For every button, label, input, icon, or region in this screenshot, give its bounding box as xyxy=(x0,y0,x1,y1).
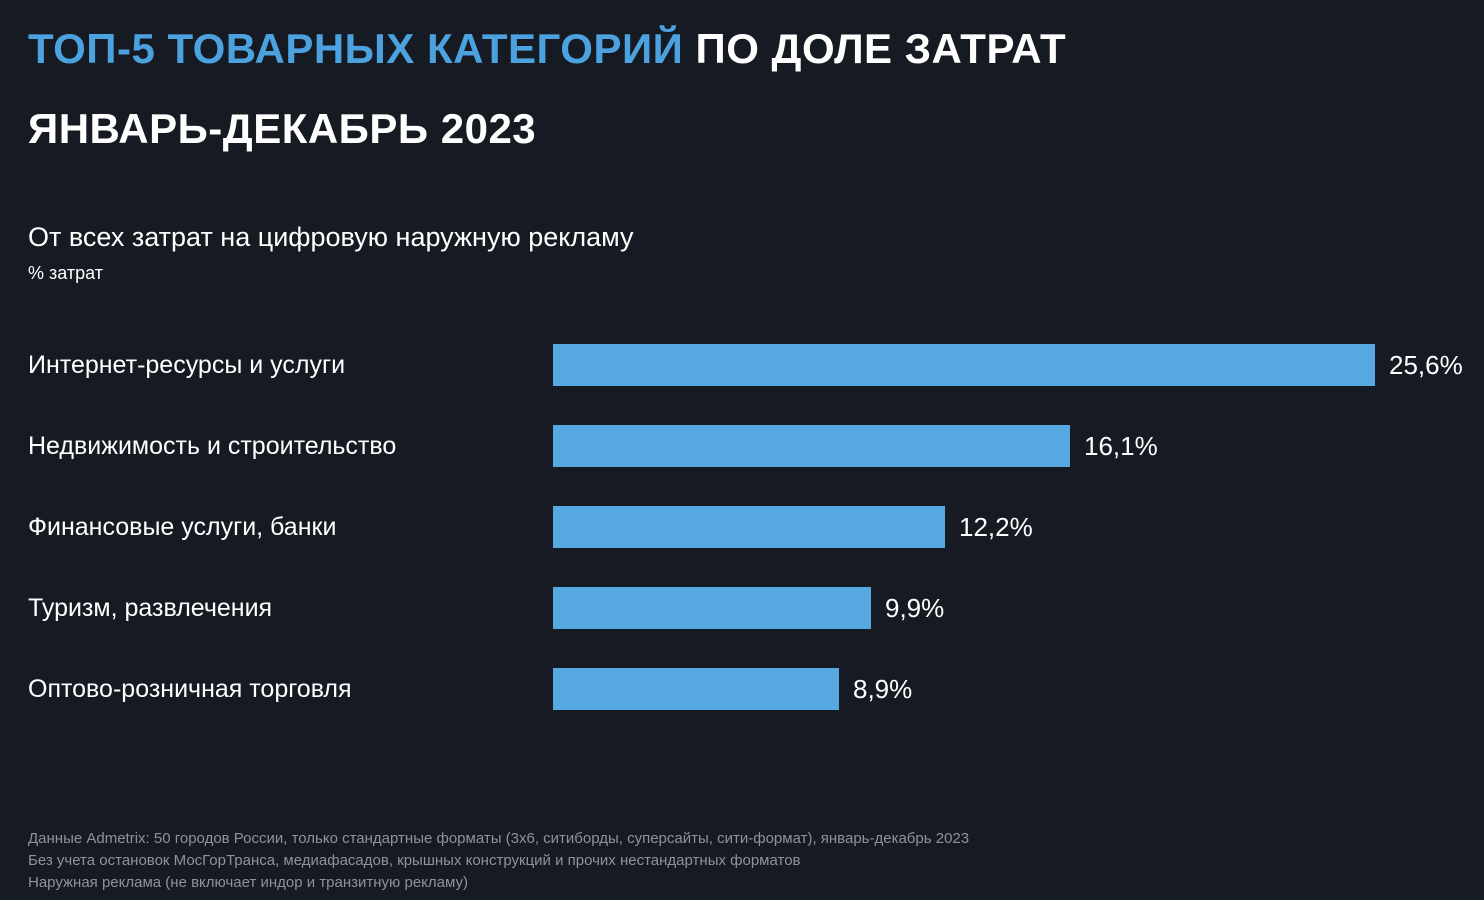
bar xyxy=(553,425,1070,467)
footnotes: Данные Admetrix: 50 городов России, толь… xyxy=(28,828,969,894)
title-rest-text: ПО ДОЛЕ ЗАТРАТ xyxy=(683,25,1067,72)
chart-subtitle: От всех затрат на цифровую наружную рекл… xyxy=(28,222,634,252)
footnote-line: Наружная реклама (не включает индор и тр… xyxy=(28,874,468,891)
value-label: 9,9% xyxy=(885,592,945,623)
title-line-1: ТОП-5 ТОВАРНЫХ КАТЕГОРИЙ ПО ДОЛЕ ЗАТРАТ xyxy=(28,28,1456,70)
value-label: 25,6% xyxy=(1389,349,1463,380)
category-label: Финансовые услуги, банки xyxy=(28,512,337,541)
bar xyxy=(553,668,839,710)
page-title: ТОП-5 ТОВАРНЫХ КАТЕГОРИЙ ПО ДОЛЕ ЗАТРАТ … xyxy=(28,28,1456,150)
category-label: Интернет-ресурсы и услуги xyxy=(28,350,346,379)
bar-row: Интернет-ресурсы и услуги 25,6% xyxy=(28,344,1463,386)
title-accent-text: ТОП-5 ТОВАРНЫХ КАТЕГОРИЙ xyxy=(28,25,684,72)
unit-label: % затрат xyxy=(28,263,103,283)
bar xyxy=(553,587,871,629)
title-line-2: ЯНВАРЬ-ДЕКАБРЬ 2023 xyxy=(28,105,537,152)
value-label: 8,9% xyxy=(853,673,913,704)
bar-row: Оптово-розничная торговля 8,9% xyxy=(28,668,1456,710)
category-label: Оптово-розничная торговля xyxy=(28,674,352,703)
bar-row: Туризм, развлечения 9,9% xyxy=(28,587,1456,629)
footnote-line: Без учета остановок МосГорТранса, медиаф… xyxy=(28,852,801,869)
bar-row: Недвижимость и строительство 16,1% xyxy=(28,425,1456,467)
bar-row: Финансовые услуги, банки 12,2% xyxy=(28,506,1456,548)
value-label: 12,2% xyxy=(959,511,1033,542)
category-label: Туризм, развлечения xyxy=(28,593,273,622)
subtitle-block: От всех затрат на цифровую наружную рекл… xyxy=(28,222,1456,284)
bar xyxy=(553,506,945,548)
category-label: Недвижимость и строительство xyxy=(28,431,397,460)
bar-chart: Интернет-ресурсы и услуги 25,6% Недвижимос… xyxy=(28,344,1463,710)
footnote-line: Данные Admetrix: 50 городов России, толь… xyxy=(28,830,970,847)
bar xyxy=(553,344,1375,386)
value-label: 16,1% xyxy=(1084,430,1158,461)
